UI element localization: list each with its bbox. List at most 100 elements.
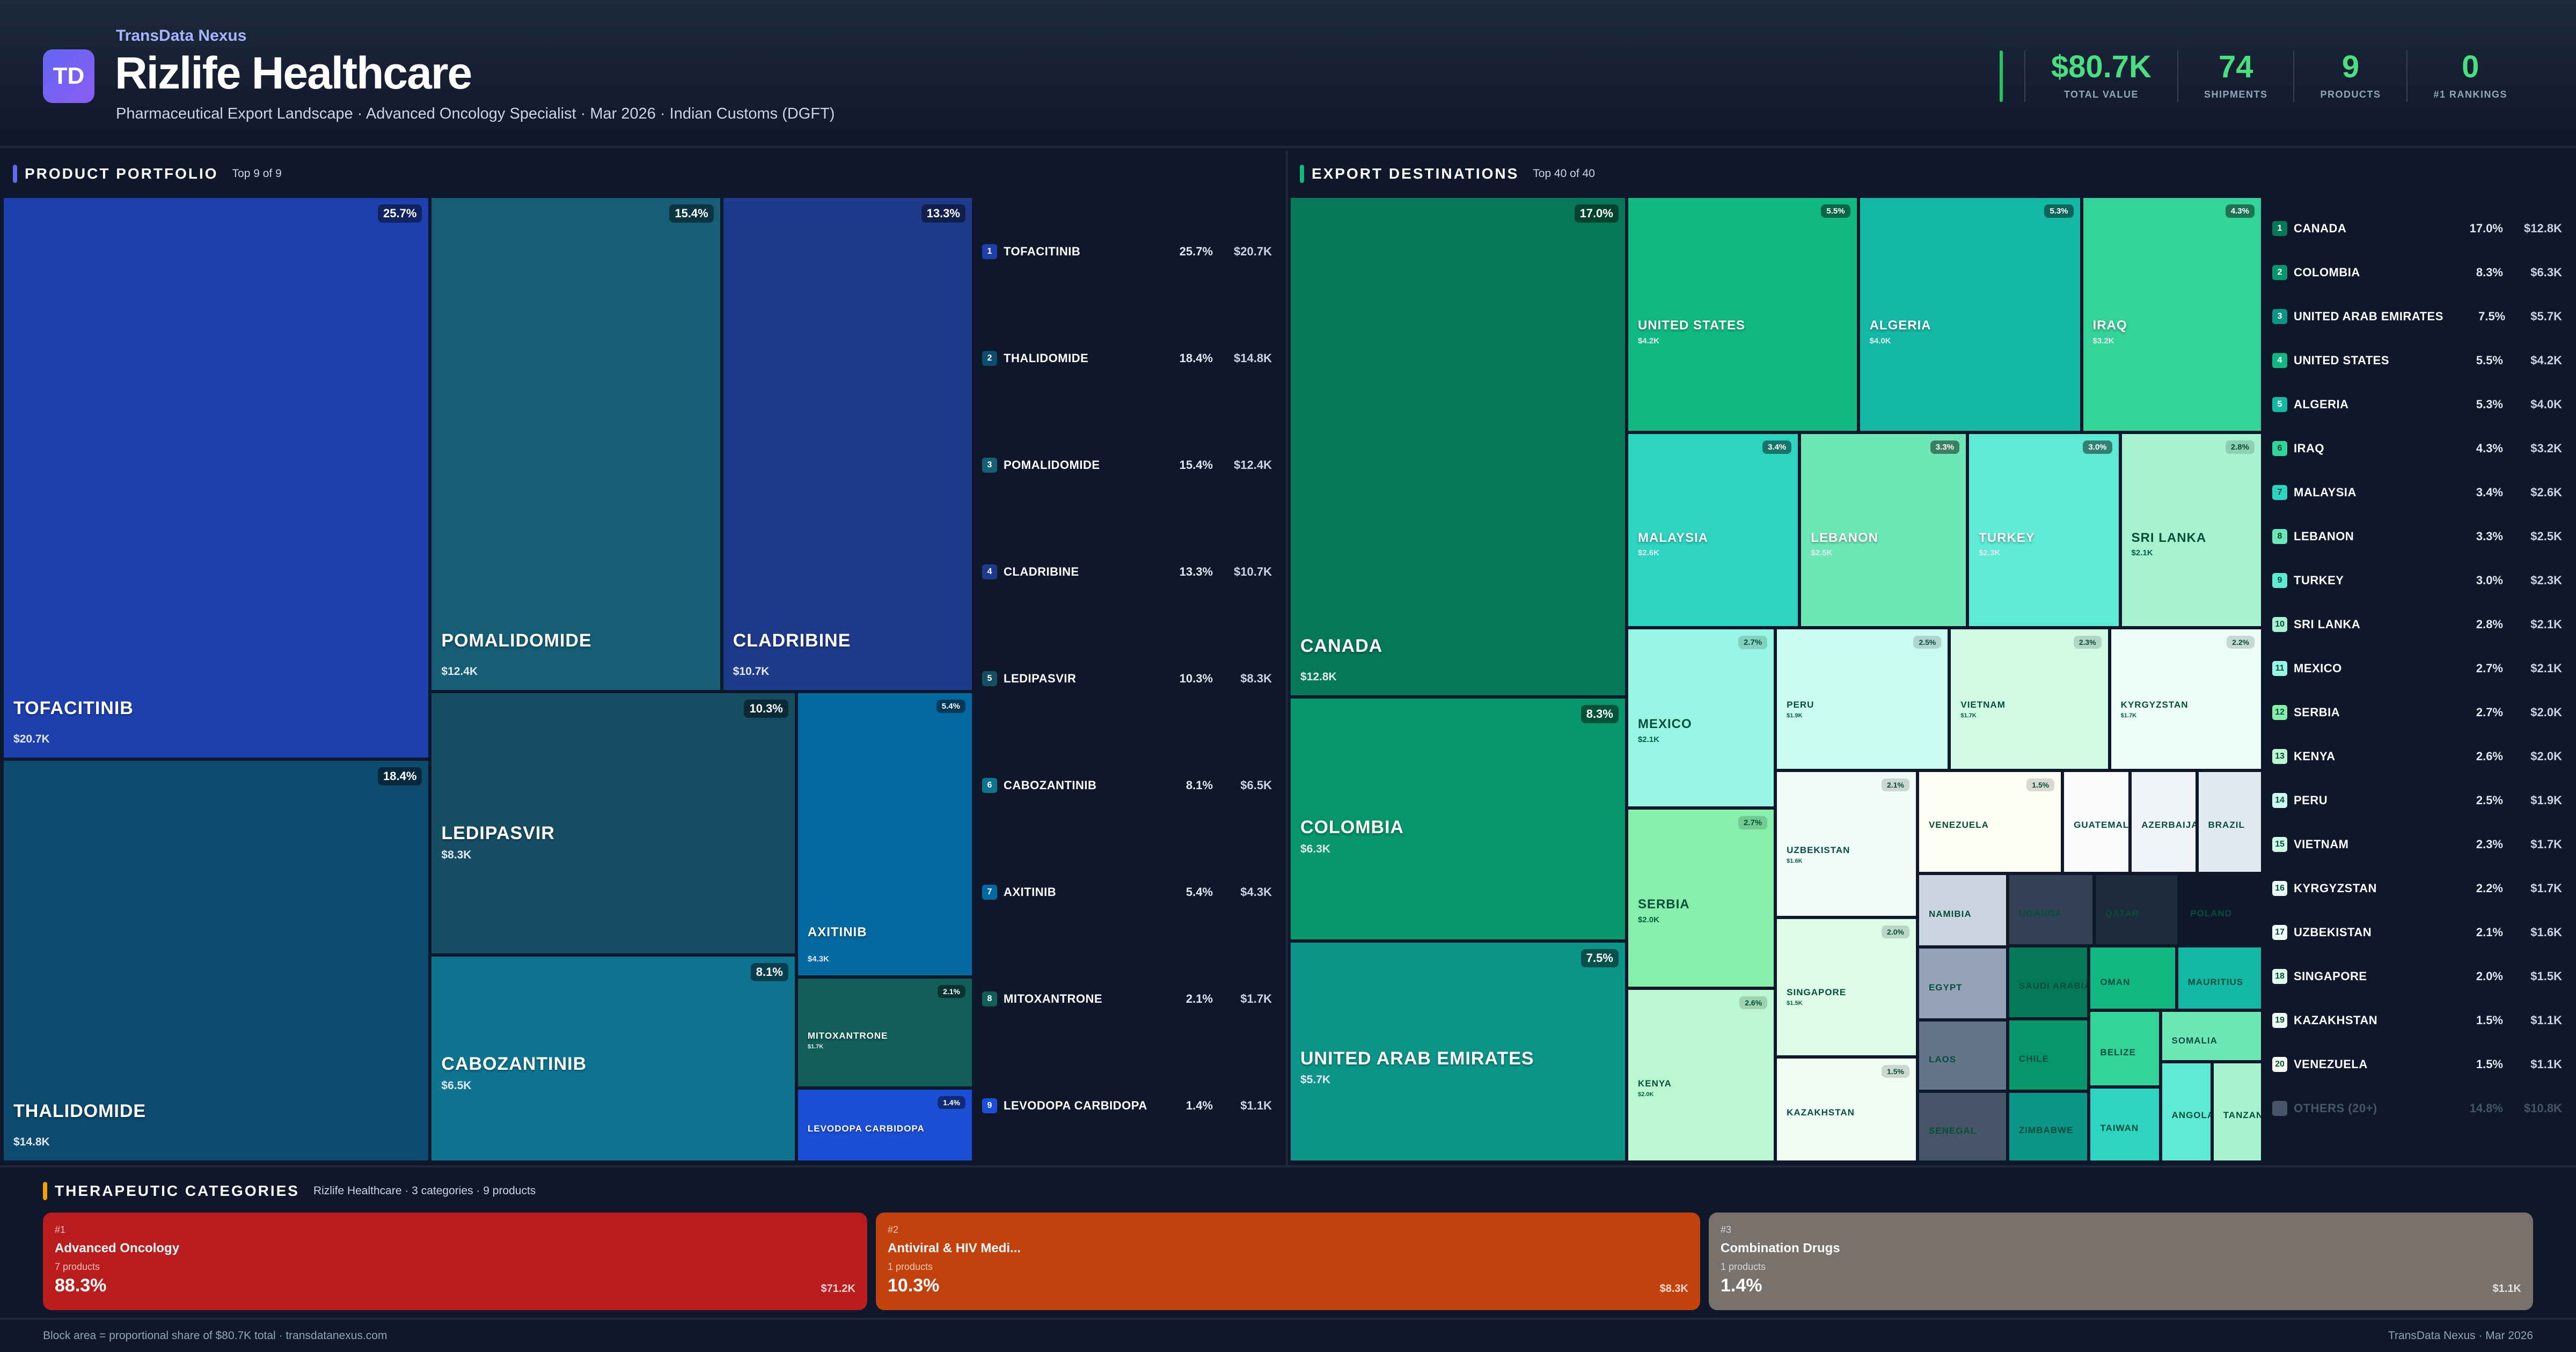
legend-row[interactable]: 2 THALIDOMIDE 18.4% $14.8K [982, 348, 1272, 369]
destination-tile[interactable]: EGYPT [1919, 949, 2006, 1018]
legend-row[interactable]: 7 AXITINIB 5.4% $4.3K [982, 881, 1272, 903]
destination-tile[interactable]: 3.0% TURKEY $2.3K [1969, 433, 2119, 626]
legend-row[interactable]: 6 CABOZANTINIB 8.1% $6.5K [982, 775, 1272, 796]
legend-value: $1.5K [2530, 969, 2562, 983]
product-tile[interactable]: 1.4% LEVODOPA CARBIDOPA [797, 1089, 972, 1160]
product-tile[interactable]: 15.4% POMALIDOMIDE $12.4K [431, 198, 720, 690]
product-tile[interactable]: 2.1% MITOXANTRONE $1.7K [797, 978, 972, 1086]
legend-row[interactable]: 9 TURKEY 3.0% $2.3K [2272, 570, 2562, 591]
legend-share: 2.3% [2476, 837, 2503, 851]
destination-tile[interactable]: BELIZE [2090, 1012, 2159, 1085]
rank-badge: 4 [982, 564, 997, 580]
tile-value: $2.0K [1637, 915, 1659, 925]
destination-tile[interactable]: 2.5% PERU $1.9K [1777, 629, 1948, 769]
destination-tile[interactable]: BRAZIL [2198, 772, 2261, 872]
destination-tile[interactable]: SAUDI ARABIA [2009, 947, 2088, 1018]
destination-tile[interactable]: ZIMBABWE [2009, 1092, 2088, 1160]
category-card[interactable]: #1 Advanced Oncology 7 products 88.3% $7… [43, 1213, 867, 1310]
legend-row[interactable]: 4 UNITED STATES 5.5% $4.2K [2272, 350, 2562, 371]
legend-row[interactable]: 6 IRAQ 4.3% $3.2K [2272, 438, 2562, 459]
category-card[interactable]: #2 Antiviral & HIV Medi... 1 products 10… [876, 1213, 1700, 1310]
legend-name: THALIDOMIDE [1004, 351, 1089, 365]
legend-row[interactable]: 11 MEXICO 2.7% $2.1K [2272, 658, 2562, 679]
category-name: Combination Drugs [1721, 1241, 1840, 1255]
destination-tile[interactable]: AZERBAIJAN [2132, 772, 2196, 872]
destination-tile[interactable]: SOMALIA [2162, 1012, 2261, 1061]
destination-tile[interactable]: NAMIBIA [1919, 875, 2006, 946]
destination-tile[interactable]: SENEGAL [1919, 1093, 2006, 1160]
destination-tile[interactable]: 2.2% KYRGYZSTAN $1.7K [2111, 629, 2261, 769]
legend-row[interactable]: 5 LEDIPASVIR 10.3% $8.3K [982, 668, 1272, 689]
kpi-label: PRODUCTS [2320, 89, 2381, 100]
destination-tile[interactable]: CHILE [2009, 1020, 2088, 1090]
destination-tile[interactable]: OMAN [2090, 947, 2175, 1009]
legend-row[interactable]: 13 KENYA 2.6% $2.0K [2272, 746, 2562, 767]
destination-tile[interactable]: 1.5% VENEZUELA [1919, 772, 2061, 872]
legend-row[interactable]: 3 POMALIDOMIDE 15.4% $12.4K [982, 454, 1272, 476]
destination-tile[interactable]: UGANDA [2009, 875, 2092, 944]
legend-share: 2.7% [2476, 662, 2503, 675]
destination-tile[interactable]: 2.6% KENYA $2.0K [1628, 990, 1774, 1160]
destination-tile[interactable]: 7.5% UNITED ARAB EMIRATES $5.7K [1291, 943, 1625, 1160]
rank-badge: 7 [2272, 485, 2287, 500]
legend-row-others[interactable]: OTHERS (20+) 14.8% $10.8K [2272, 1098, 2562, 1119]
destination-tile[interactable]: 3.3% LEBANON $2.5K [1801, 433, 1966, 626]
legend-row[interactable]: 19 KAZAKHSTAN 1.5% $1.1K [2272, 1010, 2562, 1031]
legend-row[interactable]: 1 CANADA 17.0% $12.8K [2272, 218, 2562, 239]
kpi-strip: $80.7K TOTAL VALUE 74 SHIPMENTS 9 PRODUC… [1999, 50, 2533, 102]
legend-row[interactable]: 8 MITOXANTRONE 2.1% $1.7K [982, 988, 1272, 1010]
legend-row[interactable]: 10 SRI LANKA 2.8% $2.1K [2272, 614, 2562, 635]
legend-row[interactable]: 5 ALGERIA 5.3% $4.0K [2272, 394, 2562, 415]
destination-tile[interactable]: 5.3% ALGERIA $4.0K [1860, 198, 2080, 431]
destination-tile[interactable]: POLAND [2180, 875, 2261, 944]
destination-tile[interactable]: 2.3% VIETNAM $1.7K [1951, 629, 2108, 769]
destination-tile[interactable]: LAOS [1919, 1021, 2006, 1090]
product-tile[interactable]: 8.1% CABOZANTINIB $6.5K [431, 956, 795, 1160]
destination-tile[interactable]: 17.0% CANADA $12.8K [1291, 198, 1625, 695]
product-tile[interactable]: 25.7% TOFACITINIB $20.7K [4, 198, 429, 758]
legend-row[interactable]: 9 LEVODOPA CARBIDOPA 1.4% $1.1K [982, 1095, 1272, 1116]
product-tile[interactable]: 5.4% AXITINIB $4.3K [797, 693, 972, 975]
destination-tile[interactable]: 5.5% UNITED STATES $4.2K [1628, 198, 1857, 431]
legend-row[interactable]: 1 TOFACITINIB 25.7% $20.7K [982, 241, 1272, 262]
destination-tile[interactable]: QATAR [2095, 875, 2178, 944]
destination-tile[interactable]: 2.7% SERBIA $2.0K [1628, 810, 1774, 987]
destination-tile[interactable]: 2.1% UZBEKISTAN $1.6K [1777, 772, 1916, 916]
destination-tile[interactable]: TANZANIA [2213, 1063, 2261, 1160]
legend-row[interactable]: 3 UNITED ARAB EMIRATES 7.5% $5.7K [2272, 306, 2562, 327]
legend-row[interactable]: 20 VENEZUELA 1.5% $1.1K [2272, 1054, 2562, 1075]
product-tile[interactable]: 13.3% CLADRIBINE $10.7K [723, 198, 972, 690]
rank-badge [2272, 1101, 2287, 1116]
destination-tile[interactable]: TAIWAN [2090, 1088, 2159, 1160]
legend-row[interactable]: 18 SINGAPORE 2.0% $1.5K [2272, 966, 2562, 987]
legend-row[interactable]: 14 PERU 2.5% $1.9K [2272, 790, 2562, 811]
tile-label: TAIWAN [2100, 1123, 2139, 1134]
category-card[interactable]: #3 Combination Drugs 1 products 1.4% $1.… [1709, 1213, 2533, 1310]
destination-tile[interactable]: 2.0% SINGAPORE $1.5K [1777, 919, 1916, 1056]
destination-tile[interactable]: 8.3% COLOMBIA $6.3K [1291, 698, 1625, 940]
destination-tile[interactable]: 2.8% SRI LANKA $2.1K [2121, 433, 2261, 626]
destination-tile[interactable]: ANGOLA [2162, 1063, 2211, 1160]
legend-value: $6.3K [2530, 266, 2562, 279]
share-badge: 13.3% [921, 204, 965, 223]
legend-share: 2.2% [2476, 881, 2503, 895]
legend-row[interactable]: 15 VIETNAM 2.3% $1.7K [2272, 834, 2562, 855]
destination-tile[interactable]: 4.3% IRAQ $3.2K [2083, 198, 2261, 431]
destination-tile[interactable]: MAURITIUS [2178, 947, 2261, 1009]
product-tile[interactable]: 18.4% THALIDOMIDE $14.8K [4, 760, 429, 1160]
legend-row[interactable]: 4 CLADRIBINE 13.3% $10.7K [982, 561, 1272, 583]
legend-row[interactable]: 17 UZBEKISTAN 2.1% $1.6K [2272, 922, 2562, 943]
legend-row[interactable]: 12 SERBIA 2.7% $2.0K [2272, 702, 2562, 723]
kpi-products: 9 PRODUCTS [2293, 50, 2406, 102]
legend-row[interactable]: 2 COLOMBIA 8.3% $6.3K [2272, 262, 2562, 283]
destination-tile[interactable]: 3.4% MALAYSIA $2.6K [1628, 433, 1798, 626]
rank-badge: 16 [2272, 881, 2287, 896]
destination-tile[interactable]: 1.5% KAZAKHSTAN [1777, 1059, 1916, 1160]
legend-row[interactable]: 7 MALAYSIA 3.4% $2.6K [2272, 482, 2562, 503]
legend-row[interactable]: 16 KYRGYZSTAN 2.2% $1.7K [2272, 878, 2562, 899]
legend-row[interactable]: 8 LEBANON 3.3% $2.5K [2272, 526, 2562, 547]
destination-tile[interactable]: 2.7% MEXICO $2.1K [1628, 629, 1774, 807]
product-tile[interactable]: 10.3% LEDIPASVIR $8.3K [431, 693, 795, 953]
brand-name: TransData Nexus [116, 27, 247, 45]
